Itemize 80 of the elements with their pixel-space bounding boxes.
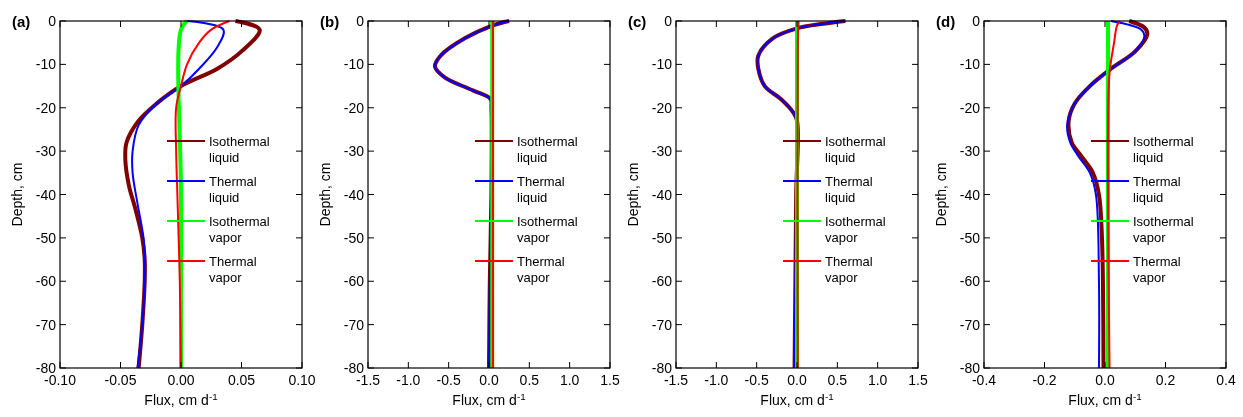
x-tick-label: 0.05 bbox=[227, 372, 256, 388]
y-tick-label: -10 bbox=[35, 56, 57, 73]
y-tick-label: -30 bbox=[651, 143, 673, 160]
y-tick-label: -60 bbox=[651, 273, 673, 290]
x-axis-title: Flux, cm d$^{-1}$ bbox=[760, 390, 834, 408]
y-tick-label: -60 bbox=[959, 273, 981, 290]
legend-label: Isothermal liquid bbox=[1133, 134, 1194, 165]
legend-label: Thermal liquid bbox=[209, 174, 257, 205]
legend-label: Thermal vapor bbox=[517, 254, 565, 285]
y-tick-label: -70 bbox=[651, 316, 673, 333]
legend-label: Thermal liquid bbox=[1133, 174, 1181, 205]
y-tick-label: -20 bbox=[651, 99, 673, 116]
y-tick-label: 0 bbox=[664, 13, 673, 29]
x-tick-label: 1.0 bbox=[559, 372, 580, 388]
legend-label: Isothermal liquid bbox=[517, 134, 578, 165]
x-tick-label: 1.5 bbox=[908, 372, 928, 388]
x-tick-label: 0.0 bbox=[1095, 372, 1115, 388]
y-tick-label: -50 bbox=[35, 229, 57, 246]
y-tick-label: -10 bbox=[343, 56, 365, 73]
y-tick-label: -50 bbox=[959, 229, 981, 246]
x-tick-label: -0.5 bbox=[744, 372, 769, 388]
chart-title: (c) bbox=[628, 13, 647, 30]
y-tick-label: -10 bbox=[959, 56, 981, 73]
x-axis-title: Flux, cm d$^{-1}$ bbox=[1068, 390, 1142, 408]
y-tick-label: -20 bbox=[343, 99, 365, 116]
y-tick-label: -60 bbox=[35, 273, 57, 290]
legend-label: Isothermal liquid bbox=[825, 134, 886, 165]
y-tick-label: -30 bbox=[35, 143, 57, 160]
legend-label: Isothermal vapor bbox=[825, 214, 886, 245]
y-tick-label: 0 bbox=[356, 13, 365, 29]
legend-label: Thermal liquid bbox=[517, 174, 565, 205]
y-tick-label: -40 bbox=[959, 186, 981, 203]
legend-label: Thermal vapor bbox=[209, 254, 257, 285]
y-tick-label: 0 bbox=[972, 13, 981, 29]
y-tick-label: -20 bbox=[959, 99, 981, 116]
x-tick-label: 0.0 bbox=[479, 372, 499, 388]
x-tick-label: -0.2 bbox=[1032, 372, 1057, 388]
y-tick-label: -30 bbox=[959, 143, 981, 160]
x-tick-label: 1.5 bbox=[600, 372, 620, 388]
chart-title: (a) bbox=[12, 13, 31, 30]
legend-label: Thermal vapor bbox=[1133, 254, 1181, 285]
y-axis-title: Depth, cm bbox=[933, 162, 949, 227]
y-tick-label: 0 bbox=[48, 13, 57, 29]
x-tick-label: 0.4 bbox=[1216, 372, 1236, 388]
x-tick-label: 0.0 bbox=[787, 372, 807, 388]
x-tick-label: -1.0 bbox=[396, 372, 421, 388]
y-axis-title: Depth, cm bbox=[317, 162, 333, 227]
y-tick-label: -40 bbox=[651, 186, 673, 203]
legend-label: Isothermal vapor bbox=[517, 214, 578, 245]
legend-label: Isothermal vapor bbox=[209, 214, 270, 245]
y-tick-label: -70 bbox=[343, 316, 365, 333]
y-axis-title: Depth, cm bbox=[9, 162, 25, 227]
y-tick-label: -50 bbox=[343, 229, 365, 246]
legend-label: Isothermal liquid bbox=[209, 134, 270, 165]
x-tick-label: -1.0 bbox=[704, 372, 729, 388]
y-tick-label: -60 bbox=[343, 273, 365, 290]
chart-title: (b) bbox=[320, 13, 340, 30]
x-tick-label: 0.10 bbox=[288, 372, 316, 388]
x-tick-label: 0.5 bbox=[827, 372, 848, 388]
y-axis-title: Depth, cm bbox=[625, 162, 641, 227]
y-tick-label: -50 bbox=[651, 229, 673, 246]
x-tick-label: 0.5 bbox=[519, 372, 540, 388]
x-tick-label: 0.2 bbox=[1155, 372, 1176, 388]
x-tick-label: 0.00 bbox=[167, 372, 195, 388]
x-axis-title: Flux, cm d$^{-1}$ bbox=[452, 390, 526, 408]
x-tick-label: -0.05 bbox=[104, 372, 137, 388]
y-tick-label: -10 bbox=[651, 56, 673, 73]
x-tick-label: 1.0 bbox=[867, 372, 888, 388]
y-tick-label: -70 bbox=[35, 316, 57, 333]
legend-label: Isothermal vapor bbox=[1133, 214, 1194, 245]
legend-label: Thermal vapor bbox=[825, 254, 873, 285]
x-axis-title: Flux, cm d$^{-1}$ bbox=[144, 390, 218, 408]
y-tick-label: -70 bbox=[959, 316, 981, 333]
y-tick-label: -40 bbox=[35, 186, 57, 203]
y-tick-label: -40 bbox=[343, 186, 365, 203]
chart-title: (d) bbox=[936, 13, 956, 30]
x-tick-label: -0.5 bbox=[436, 372, 461, 388]
y-tick-label: -30 bbox=[343, 143, 365, 160]
legend-label: Thermal liquid bbox=[825, 174, 873, 205]
y-tick-label: -20 bbox=[35, 99, 57, 116]
